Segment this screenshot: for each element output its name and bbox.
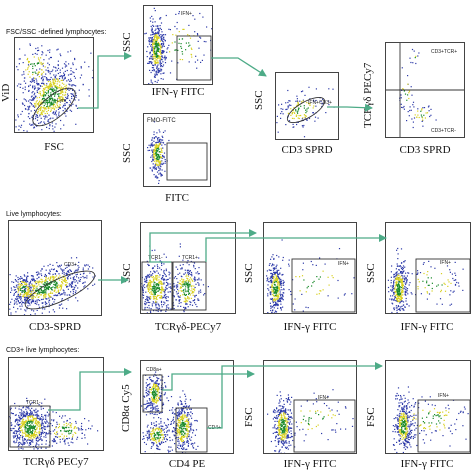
event-dots bbox=[147, 121, 170, 184]
plot-title: FMO-FITC bbox=[147, 118, 176, 124]
event-dots bbox=[141, 371, 199, 453]
event-dots bbox=[9, 257, 96, 315]
y-label: SSC bbox=[243, 263, 255, 283]
x-label: CD3 SPRD bbox=[281, 144, 333, 156]
gate-label: CD8a+ bbox=[146, 367, 162, 373]
dotplot-cd3-ssc bbox=[275, 72, 339, 140]
row1-heading: FSC/SSC -defined lymphocytes: bbox=[6, 29, 107, 36]
gate-label: IFN+ bbox=[440, 260, 451, 266]
event-dots bbox=[276, 86, 335, 138]
dotplot-ifn-tcr-pos bbox=[385, 222, 471, 314]
y-label: SSC bbox=[365, 263, 377, 283]
x-label: CD3-SPRD bbox=[29, 321, 81, 333]
x-label: FITC bbox=[165, 192, 189, 204]
event-dots bbox=[392, 386, 469, 453]
gate-label: TCR1- bbox=[148, 255, 163, 261]
dotplot-cd3-tcr bbox=[385, 42, 465, 138]
gate-label: CD4+ bbox=[208, 425, 221, 431]
y-label: TCRγδ PECy7 bbox=[362, 62, 374, 128]
row2-heading: Live lymphocytes: bbox=[6, 211, 62, 218]
arrow-r1-2 bbox=[211, 57, 267, 77]
x-label: CD3 SPRD bbox=[399, 144, 451, 156]
event-dots bbox=[9, 397, 99, 450]
event-dots bbox=[266, 239, 355, 313]
event-dots bbox=[144, 7, 212, 84]
gate-label: CD3+TCR+ bbox=[431, 49, 458, 55]
y-label: FSC bbox=[365, 407, 377, 427]
x-label: CD4 PE bbox=[168, 458, 206, 470]
x-label: IFN-γ FITC bbox=[283, 458, 337, 470]
x-label: TCRγδ-PECy7 bbox=[154, 321, 222, 333]
dotplot-ifn-ssc bbox=[143, 5, 213, 85]
gate-label: TCR1+ bbox=[182, 255, 198, 261]
gate-label: IFN+ bbox=[181, 11, 192, 17]
x-label: TCRγδ PECy7 bbox=[23, 456, 89, 468]
gate-label: CD3+TCR- bbox=[431, 128, 456, 134]
dotplot-ifn-cd8 bbox=[263, 360, 357, 454]
dotplot-ifn-tcr-neg bbox=[263, 222, 357, 314]
y-label: SSC bbox=[121, 143, 133, 163]
gate-label: IFN+ bbox=[438, 393, 449, 399]
dotplot-ifn-cd4 bbox=[385, 360, 471, 454]
gate-label: IFN+ bbox=[338, 261, 349, 267]
y-label: SSC bbox=[253, 90, 265, 110]
row3-heading: CD3+ live lymphocytes: bbox=[6, 347, 80, 354]
y-label: FSC bbox=[243, 407, 255, 427]
event-dots bbox=[387, 247, 464, 313]
dotplot-fsc-vid bbox=[14, 37, 94, 133]
event-dots bbox=[267, 389, 354, 453]
x-label: IFN-γ FITC bbox=[283, 321, 337, 333]
x-label: IFN-γ FITC bbox=[400, 321, 454, 333]
dotplot-cd3-live bbox=[8, 220, 102, 316]
x-label: IFN-γ FITC bbox=[151, 86, 205, 98]
event-dots bbox=[141, 243, 209, 313]
dotplot-tcr-cd3pos bbox=[8, 357, 104, 451]
dotplot-cd4-cd8 bbox=[140, 360, 234, 454]
gate-label: TCR1- bbox=[26, 400, 41, 406]
y-label: ViD bbox=[0, 83, 12, 102]
gate-label: CD3+ bbox=[64, 262, 77, 268]
gate-label: IFN+ bbox=[318, 395, 329, 401]
gate-label: IFN+CD3+ bbox=[308, 100, 332, 106]
gate-label: Lym bbox=[57, 98, 67, 104]
event-dots bbox=[399, 48, 437, 129]
x-label: FSC bbox=[44, 141, 64, 153]
y-label: CD8α Cy5 bbox=[120, 384, 132, 432]
y-label: SSC bbox=[121, 32, 133, 52]
x-label: IFN-γ FITC bbox=[400, 458, 454, 470]
y-label: SSC bbox=[121, 263, 133, 283]
dotplot-fmo-fitc bbox=[143, 113, 211, 187]
dotplot-tcr-ssc bbox=[140, 222, 236, 314]
event-dots bbox=[15, 43, 93, 132]
